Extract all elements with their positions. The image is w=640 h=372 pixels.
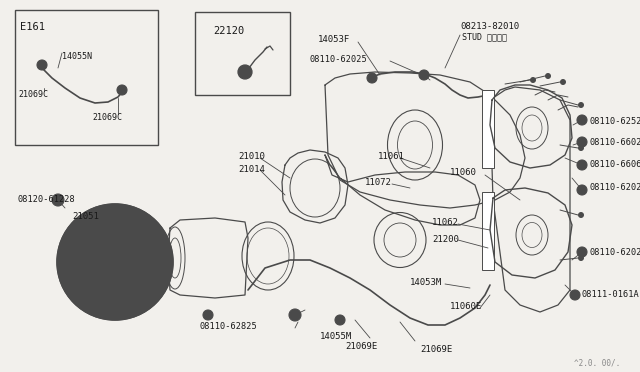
Text: 08110-62525: 08110-62525 — [590, 117, 640, 126]
Text: E161: E161 — [20, 22, 45, 32]
Text: 08110-66062: 08110-66062 — [590, 160, 640, 169]
Text: B: B — [580, 250, 584, 254]
Text: B: B — [580, 118, 584, 122]
Text: 11072: 11072 — [365, 178, 392, 187]
Circle shape — [545, 73, 551, 79]
Bar — [482, 90, 494, 168]
Circle shape — [577, 115, 587, 125]
Text: B: B — [422, 73, 426, 77]
Circle shape — [289, 309, 301, 321]
Text: 14055M: 14055M — [320, 332, 352, 341]
Circle shape — [577, 247, 587, 257]
Text: 08111-0161A: 08111-0161A — [582, 290, 640, 299]
Circle shape — [578, 255, 584, 261]
Text: 21051: 21051 — [72, 212, 99, 221]
Text: 21010: 21010 — [238, 152, 265, 161]
Bar — [15, 10, 158, 145]
Circle shape — [578, 145, 584, 151]
Circle shape — [77, 224, 153, 300]
Circle shape — [530, 77, 536, 83]
Bar — [195, 12, 290, 95]
Text: 14053M: 14053M — [410, 278, 442, 287]
Circle shape — [57, 204, 173, 320]
Circle shape — [93, 240, 137, 284]
Text: B: B — [580, 140, 584, 144]
Circle shape — [578, 102, 584, 108]
Text: 21200: 21200 — [432, 235, 459, 244]
Circle shape — [57, 204, 173, 320]
Text: 11060: 11060 — [450, 168, 477, 177]
Circle shape — [570, 290, 580, 300]
Text: 22120: 22120 — [213, 26, 244, 36]
Text: 11062: 11062 — [432, 218, 459, 227]
Circle shape — [369, 75, 375, 81]
Text: B: B — [293, 312, 296, 317]
Circle shape — [242, 69, 248, 75]
Circle shape — [578, 212, 584, 218]
Circle shape — [112, 259, 118, 265]
Circle shape — [105, 252, 125, 272]
Circle shape — [39, 62, 45, 68]
Circle shape — [577, 185, 587, 195]
Text: 21014: 21014 — [238, 165, 265, 174]
Text: 08120-61228: 08120-61228 — [18, 195, 76, 204]
Circle shape — [52, 194, 64, 206]
Text: 14053F: 14053F — [318, 35, 350, 44]
Text: 11060E: 11060E — [450, 302, 483, 311]
Text: 21069C: 21069C — [92, 113, 122, 122]
Circle shape — [367, 73, 377, 83]
Text: 08110-66025: 08110-66025 — [590, 138, 640, 147]
Circle shape — [203, 310, 213, 320]
Text: 08110-62025: 08110-62025 — [310, 55, 368, 64]
Text: 21069E: 21069E — [420, 345, 452, 354]
Text: 08110-62825: 08110-62825 — [200, 322, 258, 331]
Circle shape — [335, 315, 345, 325]
Circle shape — [419, 70, 429, 80]
Text: 11061: 11061 — [378, 152, 405, 161]
Text: 08213-82010: 08213-82010 — [460, 22, 519, 31]
Circle shape — [577, 160, 587, 170]
Text: 14055N: 14055N — [62, 52, 92, 61]
Circle shape — [577, 137, 587, 147]
Circle shape — [238, 65, 252, 79]
Text: 21069C: 21069C — [18, 90, 48, 99]
Circle shape — [205, 312, 211, 318]
Text: B: B — [56, 198, 60, 202]
Text: 08110-62025: 08110-62025 — [590, 248, 640, 257]
Text: B: B — [580, 163, 584, 167]
Text: B: B — [573, 292, 577, 298]
Bar — [482, 192, 494, 270]
Circle shape — [337, 317, 343, 323]
Text: 21069E: 21069E — [345, 342, 377, 351]
Text: 08110-62025: 08110-62025 — [590, 183, 640, 192]
Text: B: B — [580, 187, 584, 192]
Circle shape — [560, 79, 566, 85]
Text: STUD スタッド: STUD スタッド — [462, 32, 507, 41]
Text: ^2.0. 00/.: ^2.0. 00/. — [573, 358, 620, 367]
Circle shape — [37, 60, 47, 70]
Circle shape — [119, 87, 125, 93]
Circle shape — [117, 85, 127, 95]
